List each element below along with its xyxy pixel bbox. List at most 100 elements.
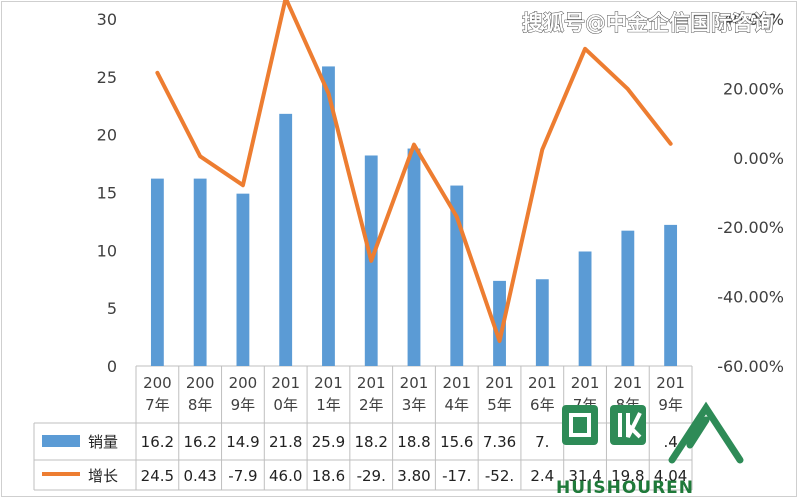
category-label: 201 bbox=[442, 374, 471, 392]
line-point-growth bbox=[369, 259, 373, 263]
right-axis-tick-label: 0.00% bbox=[733, 149, 784, 168]
data-table: 销量 16.2 16.2 14.9 21.8 25.9 18.2 18.8 15.6 7.36 7.… bbox=[42, 433, 687, 485]
legend-swatch-sales bbox=[42, 435, 80, 447]
bar-sales bbox=[664, 224, 678, 366]
category-label: 201 bbox=[656, 374, 685, 392]
table-value: 19.8 bbox=[611, 467, 644, 485]
category-label: 201 bbox=[528, 374, 557, 392]
table-value: .4 bbox=[663, 433, 677, 451]
logo-person-mark bbox=[668, 401, 744, 464]
category-label: 200 bbox=[186, 374, 215, 392]
category-label: 201 bbox=[357, 374, 386, 392]
line-point-growth bbox=[498, 339, 502, 343]
category-label: 9年 bbox=[658, 396, 683, 414]
category-labels: 200 7年 200 8年 200 9年 201 0年 201 1年 201 2年 201 3年 201 4年… bbox=[143, 374, 685, 414]
legend-label: 销量 bbox=[88, 433, 118, 451]
line-point-growth bbox=[540, 147, 544, 151]
table-value: 2.4 bbox=[530, 467, 554, 485]
left-axis-tick-label: 5 bbox=[107, 299, 117, 318]
category-label: 201 bbox=[400, 374, 429, 392]
line-point-growth bbox=[455, 215, 459, 219]
left-axis-tick-label: 25 bbox=[97, 68, 117, 87]
line-point-growth bbox=[326, 91, 330, 95]
bar-sales bbox=[493, 280, 506, 366]
watermark-text: 搜狐号@中金企信国际咨询 bbox=[522, 11, 774, 35]
left-axis-ticks: 0 5 10 15 20 25 30 bbox=[97, 10, 117, 376]
category-label: 201 bbox=[271, 374, 300, 392]
bar-sales bbox=[322, 66, 335, 366]
table-value: 31.4 bbox=[568, 467, 601, 485]
category-label: 2年 bbox=[359, 396, 384, 414]
right-axis-tick-label: -40.00% bbox=[717, 288, 784, 307]
category-label: 0年 bbox=[273, 396, 298, 414]
logo-block-1 bbox=[562, 405, 598, 445]
logo-text: HUISHOUREN bbox=[556, 478, 694, 498]
table-value: 16.2 bbox=[183, 433, 216, 451]
line-point-growth bbox=[412, 143, 416, 147]
bar-sales bbox=[236, 193, 250, 366]
table-value: 18.2 bbox=[355, 433, 388, 451]
right-axis-ticks: -60.00% -40.00% -20.00% 0.00% 20.00% 40.00% bbox=[717, 10, 784, 376]
line-point-growth bbox=[626, 87, 630, 91]
bar-sales bbox=[193, 178, 207, 366]
line-point-growth bbox=[583, 47, 587, 51]
bar-series-sales bbox=[150, 66, 678, 366]
data-table-lines bbox=[33, 365, 693, 491]
table-value: 14.9 bbox=[226, 433, 259, 451]
right-axis-tick-label: -60.00% bbox=[717, 357, 784, 376]
line-point-growth bbox=[155, 71, 159, 75]
huishouren-logo: HUISHOUREN bbox=[556, 401, 744, 498]
table-value: 7. bbox=[535, 433, 549, 451]
category-label: 200 bbox=[229, 374, 258, 392]
table-value: 15.6 bbox=[440, 433, 473, 451]
table-value: -17. bbox=[442, 467, 471, 485]
logo-block-1-glyph bbox=[569, 413, 591, 437]
bar-sales bbox=[578, 251, 592, 366]
right-axis-tick-label: -20.00% bbox=[717, 218, 784, 237]
left-axis-tick-label: 10 bbox=[97, 241, 117, 260]
line-point-growth bbox=[241, 183, 245, 187]
right-axis-tick-label: 40.00% bbox=[723, 10, 784, 29]
table-value: 3.80 bbox=[397, 467, 430, 485]
line-point-growth bbox=[669, 142, 673, 146]
category-label: 201 bbox=[485, 374, 514, 392]
table-value: 25.9 bbox=[312, 433, 345, 451]
category-label: 7年 bbox=[145, 396, 170, 414]
category-label: 9年 bbox=[231, 396, 256, 414]
line-point-growth bbox=[198, 154, 202, 158]
table-value: 0.43 bbox=[183, 467, 216, 485]
table-value: 16.2 bbox=[141, 433, 174, 451]
left-axis-tick-label: 15 bbox=[97, 184, 117, 203]
bar-sales bbox=[279, 113, 293, 366]
table-value: 7.36 bbox=[483, 433, 516, 451]
right-axis-tick-label: 20.00% bbox=[723, 79, 784, 98]
left-axis-tick-label: 0 bbox=[107, 357, 117, 376]
table-value: 24.5 bbox=[141, 467, 174, 485]
logo-block-2-glyph bbox=[618, 412, 642, 439]
category-label: 201 bbox=[571, 374, 600, 392]
category-label: 4年 bbox=[444, 396, 469, 414]
category-label: 201 bbox=[614, 374, 643, 392]
category-label: 201 bbox=[314, 374, 343, 392]
table-value: -7.9 bbox=[228, 467, 257, 485]
table-value: 46.0 bbox=[269, 467, 302, 485]
category-label: 5年 bbox=[487, 396, 512, 414]
category-label: 6年 bbox=[530, 396, 555, 414]
category-label: 1年 bbox=[316, 396, 341, 414]
bar-sales bbox=[621, 230, 635, 366]
table-value: -29. bbox=[357, 467, 386, 485]
table-value: 4.04 bbox=[654, 467, 687, 485]
left-axis-tick-label: 30 bbox=[97, 10, 117, 29]
category-label: 200 bbox=[143, 374, 172, 392]
legend-label: 增长 bbox=[88, 467, 118, 485]
table-value: -52. bbox=[485, 467, 514, 485]
category-label: 3年 bbox=[402, 396, 427, 414]
table-value: 21.8 bbox=[269, 433, 302, 451]
line-series-growth bbox=[155, 0, 673, 344]
bar-sales bbox=[150, 178, 164, 366]
table-value: 18.8 bbox=[397, 433, 430, 451]
bar-sales bbox=[535, 279, 549, 366]
